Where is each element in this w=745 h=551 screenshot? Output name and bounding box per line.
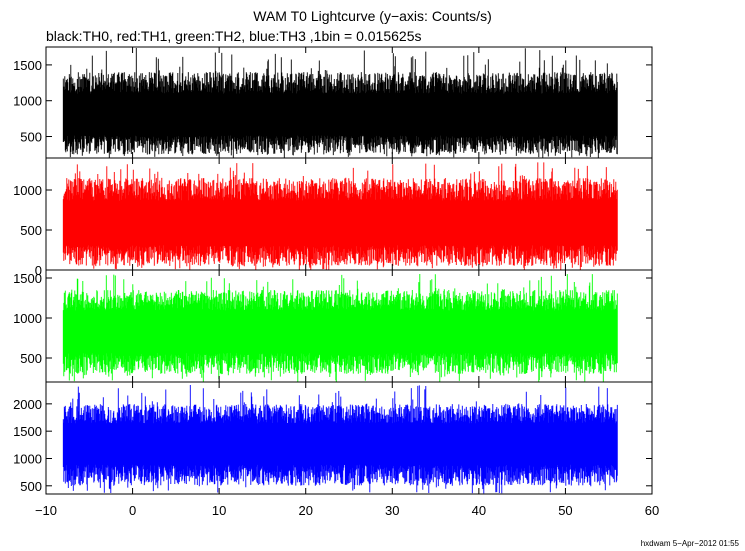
y-tick-label-th1: 1000 (13, 183, 42, 198)
x-tick-label: 30 (385, 503, 399, 518)
chart-title: WAM T0 Lightcurve (y−axis: Counts/s) (253, 8, 492, 24)
x-tick-label: 50 (558, 503, 572, 518)
y-tick-label-th2: 500 (20, 351, 42, 366)
x-tick-label: 0 (129, 503, 136, 518)
y-tick-label-th2: 1500 (13, 271, 42, 286)
y-tick-label-th3: 500 (20, 479, 42, 494)
lightcurve-th2 (62, 274, 618, 382)
lightcurve-th3 (62, 385, 618, 494)
x-tick-label: 20 (298, 503, 312, 518)
panel-frame-th3 (45, 381, 653, 495)
y-tick-label-th1: 0 (35, 263, 42, 278)
y-tick-label-th3: 1500 (13, 424, 42, 439)
y-tick-label-th0: 500 (20, 130, 42, 145)
y-tick-label-th1: 500 (20, 223, 42, 238)
x-tick-label: 10 (212, 503, 226, 518)
x-tick-label: 60 (645, 503, 659, 518)
y-tick-label-th0: 1000 (13, 94, 42, 109)
lightcurve-th1 (62, 162, 618, 270)
y-tick-label-th0: 1500 (13, 58, 42, 73)
x-tick-label: 40 (472, 503, 486, 518)
footer-timestamp: hxdwam 5−Apr−2012 01:55 (640, 539, 739, 548)
y-tick-label-th2: 1000 (13, 311, 42, 326)
y-tick-label-th3: 2000 (13, 397, 42, 412)
y-tick-label-th3: 1000 (13, 451, 42, 466)
chart-subtitle: black:TH0, red:TH1, green:TH2, blue:TH3 … (46, 28, 422, 44)
x-tick-label: −10 (35, 503, 57, 518)
lightcurve-th0 (62, 48, 618, 158)
